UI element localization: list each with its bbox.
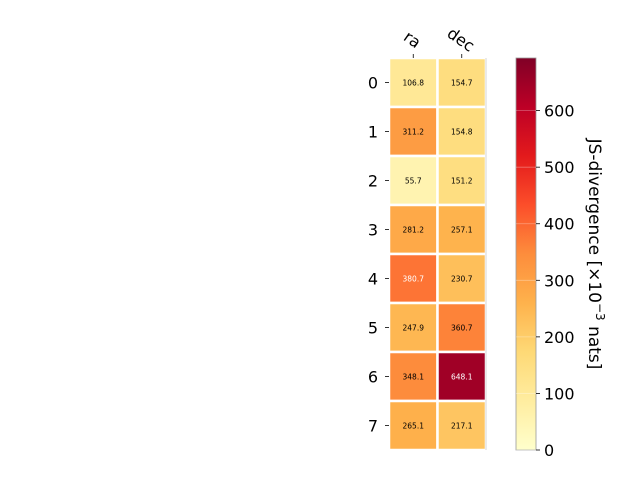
colorbar-tick-label: 0 bbox=[544, 441, 554, 460]
colorbar-label: JS-divergence [×10−3 nats] bbox=[584, 138, 607, 370]
heatmap-cell bbox=[436, 203, 488, 256]
colorbar-tick-label: 600 bbox=[544, 102, 575, 121]
x-tick-label: ra bbox=[400, 27, 424, 52]
y-axis-ticks: 0 1 2 3 4 5 6 7 bbox=[368, 74, 389, 436]
cell-value-label: 55.7 bbox=[405, 177, 422, 186]
heatmap-cell bbox=[436, 252, 488, 305]
colorbar bbox=[515, 57, 537, 451]
cell-value-label: 151.2 bbox=[451, 177, 473, 186]
colorbar-ticks: 0 100 200 300 400 500 600 bbox=[516, 102, 575, 460]
cell-value-label: 154.8 bbox=[451, 128, 473, 137]
cell-value-label: 217.1 bbox=[451, 422, 473, 431]
colorbar-tick-label: 100 bbox=[544, 384, 575, 403]
cell-value-label: 360.7 bbox=[451, 324, 473, 333]
cell-value-label: 106.8 bbox=[403, 79, 425, 88]
cell-value-label: 311.2 bbox=[403, 128, 425, 137]
cell-value-label: 648.1 bbox=[451, 373, 473, 382]
heatmap-cell bbox=[436, 399, 488, 452]
cell-value-label: 281.2 bbox=[403, 226, 425, 235]
heatmap-cells bbox=[387, 56, 488, 452]
x-axis-ticks: ra dec bbox=[400, 23, 478, 58]
y-tick-label: 4 bbox=[368, 270, 378, 289]
colorbar-tick-label: 300 bbox=[544, 271, 575, 290]
cell-value-label: 247.9 bbox=[403, 324, 425, 333]
cell-value-label: 265.1 bbox=[403, 422, 425, 431]
cell-value-label: 257.1 bbox=[451, 226, 473, 235]
cell-value-label: 348.1 bbox=[403, 373, 425, 382]
y-tick-label: 6 bbox=[368, 368, 378, 387]
y-tick-label: 3 bbox=[368, 221, 378, 240]
y-tick-label: 1 bbox=[368, 123, 378, 142]
y-tick-label: 5 bbox=[368, 319, 378, 338]
cell-value-label: 380.7 bbox=[403, 275, 425, 284]
colorbar-tick-label: 200 bbox=[544, 328, 575, 347]
y-tick-label: 7 bbox=[368, 417, 378, 436]
cell-value-label: 154.7 bbox=[451, 79, 473, 88]
y-tick-label: 0 bbox=[368, 74, 378, 93]
y-tick-label: 2 bbox=[368, 172, 378, 191]
cell-value-labels: 106.8 154.7 311.2 154.8 55.7 151.2 281.2 257.1 3… bbox=[403, 79, 473, 431]
colorbar-tick-label: 500 bbox=[544, 158, 575, 177]
colorbar-tick-label: 400 bbox=[544, 215, 575, 234]
x-tick-label: dec bbox=[444, 23, 478, 55]
cell-value-label: 230.7 bbox=[451, 275, 473, 284]
